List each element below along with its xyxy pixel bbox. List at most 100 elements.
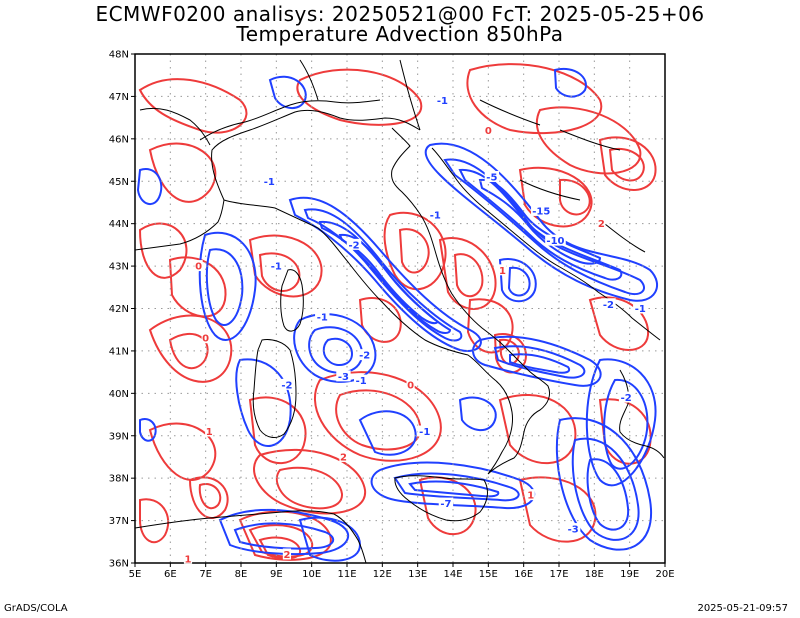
contour-label: -1 — [437, 96, 448, 107]
contour-label: 2 — [283, 550, 290, 561]
contour-label-background — [336, 370, 351, 382]
contour-label-background — [201, 332, 210, 344]
contour-label: -2 — [281, 380, 292, 391]
lon-label: 6E — [164, 569, 177, 580]
lat-label: 38N — [109, 474, 129, 485]
contour-label-background — [484, 124, 493, 136]
contour-label-background — [406, 378, 415, 390]
contour-label: -2 — [359, 351, 370, 362]
lon-label: 7E — [199, 569, 212, 580]
contour-label: 2 — [598, 219, 605, 230]
lat-label: 41N — [109, 346, 129, 357]
contour-label: -2 — [603, 300, 614, 311]
alps-border-north — [199, 99, 381, 141]
contour-label: 0 — [407, 380, 414, 391]
lon-label: 18E — [585, 569, 604, 580]
contour-label: 1 — [206, 427, 213, 438]
lat-lon-grid — [135, 54, 665, 563]
contour-label: 1 — [185, 554, 192, 565]
lat-label: 36N — [109, 559, 129, 570]
contour-label-background — [205, 425, 214, 437]
contour-label-background — [633, 302, 648, 314]
sicily — [394, 475, 488, 522]
contour-label: -7 — [440, 499, 451, 510]
contour-label-background — [183, 552, 193, 564]
contour-label: 0 — [202, 334, 209, 345]
contour-label-background — [315, 310, 330, 322]
contour-label-background — [282, 548, 292, 560]
coastlines-and-borders — [135, 59, 665, 563]
contour-label-background — [194, 260, 203, 272]
contour-label: -3 — [568, 525, 579, 536]
contour-label: -1 — [635, 304, 646, 315]
balkan-coast — [431, 147, 661, 341]
contour-label: -15 — [532, 206, 550, 217]
contour-label: -1 — [264, 177, 275, 188]
software-credit: GrADS/COLA — [4, 603, 68, 614]
lat-label: 45N — [109, 177, 129, 188]
contour-label-background — [357, 349, 372, 361]
contour-label: 0 — [195, 262, 202, 273]
contour-label-background — [526, 489, 535, 501]
contour-label-background — [417, 425, 432, 437]
lon-label: 19E — [620, 569, 639, 580]
axis-ticks — [131, 53, 666, 567]
contour-label: 2 — [340, 452, 347, 463]
contour-label: 1 — [527, 491, 534, 502]
contour-label: -1 — [419, 427, 430, 438]
lat-label: 43N — [109, 262, 129, 273]
italy-coastline — [223, 127, 551, 475]
contour-label-background — [262, 175, 277, 187]
contour-label-background — [601, 298, 616, 310]
lon-label: 5E — [129, 569, 142, 580]
contour-label: -10 — [546, 236, 564, 247]
france-coast — [135, 199, 225, 251]
cold-advection-contours — [136, 67, 659, 562]
lat-label: 39N — [109, 431, 129, 442]
contour-label-background — [346, 238, 362, 250]
contour-label-background — [618, 391, 634, 403]
contour-label: -1 — [430, 211, 441, 222]
lon-label: 13E — [408, 569, 427, 580]
contour-label-background — [498, 264, 507, 276]
contour-label-background — [428, 209, 443, 221]
render-timestamp: 2025-05-21-09:57 — [697, 603, 788, 614]
contour-label: -5 — [486, 173, 497, 184]
lon-label: 12E — [373, 569, 392, 580]
north-africa-coast — [135, 510, 367, 563]
longitude-labels: 5E 6E 7E 8E 9E 10E 11E 12E 13E 14E 15E 16E 17E 18E 19E… — [129, 569, 675, 580]
lon-label: 11E — [337, 569, 356, 580]
contour-label-background — [353, 374, 369, 386]
corsica — [280, 269, 304, 332]
contour-label-background — [565, 523, 581, 535]
contour-label: -1 — [356, 376, 367, 387]
lat-label: 47N — [109, 92, 129, 103]
contour-label-background — [269, 260, 284, 272]
lat-label: 37N — [109, 516, 129, 527]
sardinia — [252, 339, 297, 438]
latitude-labels: 48N 47N 46N 45N 44N 43N 42N 41N 40N 39N 38N 37N 36N — [109, 50, 129, 570]
lon-label: 20E — [655, 569, 674, 580]
lon-label: 14E — [443, 569, 462, 580]
interior-borders — [139, 59, 646, 253]
contour-label: -2 — [349, 240, 360, 251]
lat-label: 40N — [109, 389, 129, 400]
contour-label-background — [531, 204, 552, 216]
contour-label: -1 — [317, 312, 328, 323]
advection-map: 48N47N46N45N44N43N42N41N40N39N38N37N36N … — [109, 50, 675, 581]
contour-label-background — [435, 94, 450, 106]
lon-label: 15E — [479, 569, 498, 580]
lat-label: 46N — [109, 134, 129, 145]
contour-label: 0 — [485, 126, 492, 137]
lon-label: 17E — [549, 569, 568, 580]
contour-label: 1 — [499, 266, 506, 277]
lat-label: 42N — [109, 304, 129, 315]
title-line-1: ECMWF0200 analisys: 20250521@00 FcT: 202… — [95, 2, 705, 26]
lon-label: 16E — [514, 569, 533, 580]
contour-label: -3 — [338, 372, 349, 383]
alps-border — [211, 109, 421, 201]
lat-label: 44N — [109, 219, 129, 230]
lat-label: 48N — [109, 50, 129, 61]
contour-label-background — [438, 497, 454, 509]
contour-label: -2 — [621, 393, 632, 404]
